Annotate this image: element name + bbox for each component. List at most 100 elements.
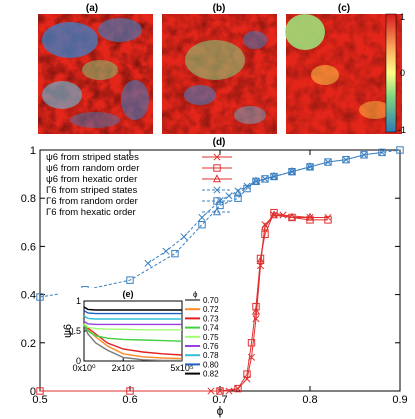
data-point xyxy=(126,276,134,284)
y-tick-label: 1 xyxy=(30,145,36,157)
inset-series-line-2 xyxy=(83,323,183,356)
data-point xyxy=(198,221,206,229)
data-point xyxy=(324,158,332,166)
inset-series-line-0 xyxy=(83,324,182,362)
data-point xyxy=(216,387,224,395)
data-point xyxy=(305,212,315,221)
data-point xyxy=(251,306,261,315)
data-point xyxy=(36,387,44,395)
data-point xyxy=(256,256,265,265)
data-point xyxy=(260,222,270,231)
inset-legend: ϕ 0.700.720.730.740.750.760.780.800.82 xyxy=(185,290,219,379)
snapshot-a xyxy=(38,14,153,134)
y-tick-label: 0.6 xyxy=(21,241,36,253)
data-point xyxy=(225,387,233,395)
snapshot-b xyxy=(162,14,277,134)
data-point xyxy=(233,188,243,197)
data-point xyxy=(261,230,269,239)
data-point xyxy=(243,182,251,190)
inset-y-axis-label: ψ6 xyxy=(62,324,74,338)
inset-series-line-6 xyxy=(83,315,182,320)
inset-x-tick-label: 2x10⁵ xyxy=(112,363,136,373)
inset-legend-label: 0.80 xyxy=(203,360,219,369)
data-point xyxy=(36,293,44,301)
data-point xyxy=(162,247,170,255)
y-tick-label: 0 xyxy=(30,386,36,398)
inset-legend-label: 0.78 xyxy=(203,351,219,360)
data-point xyxy=(261,175,269,183)
panel-label-b: (b) xyxy=(213,3,226,14)
x-tick-label: 0.5 xyxy=(32,394,47,406)
legend-label: Γ6 from hexatic order xyxy=(46,207,136,218)
series-line-3 xyxy=(147,151,383,264)
legend-label: ψ6 from hexatic order xyxy=(46,174,137,185)
y-tick-label: 0.4 xyxy=(21,290,36,302)
data-point xyxy=(225,192,233,200)
inset-series-line-4 xyxy=(83,323,182,331)
colorbar-tick-top: 1 xyxy=(400,12,405,22)
inset-legend-label: 0.72 xyxy=(203,305,219,314)
inset-series-line-5 xyxy=(83,320,182,326)
snapshot-c xyxy=(285,14,402,134)
legend-marker xyxy=(212,174,222,183)
data-point xyxy=(144,259,152,267)
inset-y-tick-label: 0 xyxy=(76,356,81,366)
inset-legend-label: 0.76 xyxy=(203,342,219,351)
data-point xyxy=(198,213,206,222)
data-point xyxy=(180,233,188,241)
data-point xyxy=(360,151,368,159)
inset-legend-label: 0.73 xyxy=(203,314,219,323)
data-point xyxy=(324,158,332,166)
colorbar-tick-mid: 0 xyxy=(400,68,405,78)
data-point xyxy=(251,176,261,185)
panel-label-a: (a) xyxy=(86,3,98,14)
legend-label: Γ6 from striped states xyxy=(46,185,138,196)
inset-y-tick-label: 0.5 xyxy=(68,326,81,336)
data-point xyxy=(243,370,251,378)
data-point xyxy=(243,184,251,193)
data-point xyxy=(247,339,256,347)
legend-label: ψ6 from random order xyxy=(46,163,139,174)
inset-series-line-3 xyxy=(83,324,183,342)
data-point xyxy=(234,384,242,393)
data-point xyxy=(269,171,279,180)
legend-marker xyxy=(213,153,221,161)
inset-x-tick-label: 5x10⁵ xyxy=(170,363,194,373)
series-line-4 xyxy=(39,149,401,298)
x-tick-label: 0.7 xyxy=(212,394,227,406)
inset-legend-label: 0.75 xyxy=(203,333,219,342)
inset-x-tick-label: 0x10⁰ xyxy=(72,363,96,373)
x-tick-label: 0.6 xyxy=(122,394,137,406)
inset-chart: 0x10⁰ 2x10⁵ 5x10⁵ 0 0.5 1 ψ6 xyxy=(58,288,236,380)
colorbar xyxy=(385,13,397,133)
data-point xyxy=(378,148,386,157)
panel-label-e: (e) xyxy=(123,289,134,299)
data-point xyxy=(171,249,179,258)
inset-y-tick-label: 1 xyxy=(76,296,81,306)
inset-legend-label: 0.70 xyxy=(203,296,219,305)
inset-series-line-8 xyxy=(83,306,182,311)
series-line-5 xyxy=(237,166,311,194)
inset-series-line-7 xyxy=(83,310,182,315)
data-point xyxy=(324,216,332,224)
series-line-2 xyxy=(255,214,310,312)
panel-label-c: (c) xyxy=(338,3,350,14)
data-point xyxy=(269,210,279,219)
inset-legend-title: ϕ xyxy=(193,290,198,299)
legend-label: ψ6 from striped states xyxy=(46,152,139,163)
legend-label: Γ6 from random order xyxy=(46,196,138,207)
data-point xyxy=(342,155,350,164)
panel-label-d: (d) xyxy=(213,137,226,148)
data-point xyxy=(287,212,297,221)
data-point xyxy=(287,166,297,175)
x-axis-label: ϕ xyxy=(217,404,224,418)
data-point xyxy=(126,387,134,395)
data-point xyxy=(396,146,404,154)
data-point xyxy=(378,148,386,156)
y-tick-label: 0.8 xyxy=(21,193,36,205)
data-point xyxy=(305,162,315,171)
inset-legend-label: 0.82 xyxy=(203,370,219,379)
legend-marker xyxy=(213,197,221,205)
